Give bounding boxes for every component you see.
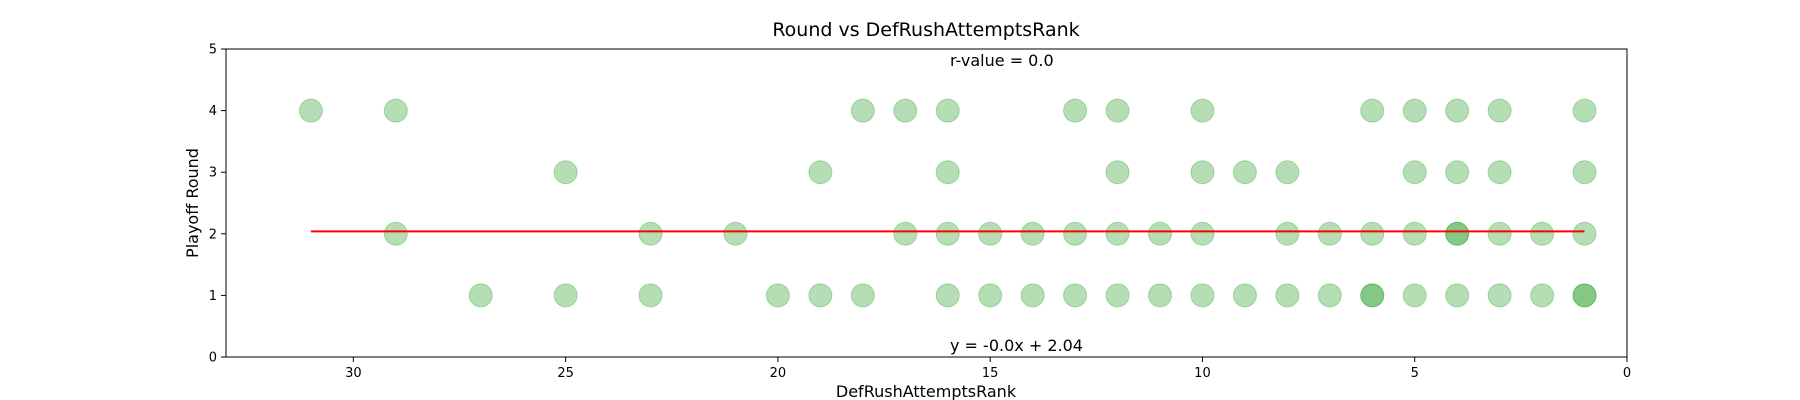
scatter-point: [1572, 160, 1597, 185]
chart-title: Round vs DefRushAttemptsRank: [772, 19, 1079, 41]
scatter-point: [1360, 283, 1385, 308]
scatter-point: [1530, 283, 1555, 308]
scatter-point: [1572, 98, 1597, 123]
scatter-point: [1360, 98, 1385, 123]
r-value-label: r-value = 0.0: [950, 51, 1054, 70]
scatter-point: [1402, 221, 1427, 246]
regression-equation-label: y = -0.0x + 2.04: [950, 336, 1083, 355]
scatter-point: [1020, 221, 1045, 246]
scatter-point: [1063, 98, 1088, 123]
scatter-point: [1105, 283, 1130, 308]
scatter-point: [935, 160, 960, 185]
scatter-point: [1232, 283, 1257, 308]
x-tick-label: 25: [557, 366, 574, 381]
scatter-point: [808, 160, 833, 185]
scatter-point: [1275, 160, 1300, 185]
scatter-point: [765, 283, 790, 308]
scatter-point: [1190, 98, 1215, 123]
scatter-point: [1105, 98, 1130, 123]
scatter-point: [553, 160, 578, 185]
scatter-point: [1445, 221, 1470, 246]
scatter-point: [1232, 160, 1257, 185]
scatter-point: [1445, 221, 1470, 246]
x-tick-label: 0: [1623, 366, 1631, 381]
scatter-point: [1445, 160, 1470, 185]
x-tick-label: 15: [982, 366, 999, 381]
scatter-point: [1105, 221, 1130, 246]
scatter-point: [1063, 221, 1088, 246]
x-tick-label: 30: [345, 366, 362, 381]
plot-frame: [225, 48, 1628, 358]
points-layer: [298, 98, 1597, 308]
scatter-point: [1445, 283, 1470, 308]
x-tick-label: 5: [1411, 366, 1419, 381]
y-tick-label: 3: [209, 166, 217, 181]
scatter-point: [1487, 221, 1512, 246]
scatter-point: [723, 221, 748, 246]
scatter-point: [1572, 283, 1597, 308]
scatter-point: [1190, 283, 1215, 308]
scatter-point: [1190, 160, 1215, 185]
axes-layer: 30 25 20 15 10 5 0 0 1 2 3 4 5: [209, 43, 1631, 382]
scatter-point: [850, 98, 875, 123]
scatter-point: [1402, 283, 1427, 308]
scatter-point: [1530, 221, 1555, 246]
x-tick-label: 10: [1194, 366, 1211, 381]
scatter-point: [553, 283, 578, 308]
scatter-point: [1445, 98, 1470, 123]
scatter-point: [1317, 221, 1342, 246]
scatter-point: [1487, 160, 1512, 185]
scatter-point: [1063, 283, 1088, 308]
scatter-point: [383, 221, 408, 246]
scatter-point: [935, 221, 960, 246]
scatter-point: [893, 98, 918, 123]
y-axis-label: Playoff Round: [183, 148, 202, 258]
x-axis-label: DefRushAttemptsRank: [836, 382, 1017, 400]
scatter-point: [1402, 160, 1427, 185]
scatter-point: [1105, 160, 1130, 185]
y-tick-label: 5: [209, 43, 217, 58]
scatter-point: [978, 221, 1003, 246]
scatter-point: [1360, 221, 1385, 246]
x-tick-label: 20: [770, 366, 787, 381]
scatter-point: [808, 283, 833, 308]
scatter-point: [638, 283, 663, 308]
scatter-point: [893, 221, 918, 246]
scatter-point: [1148, 283, 1172, 308]
scatter-point: [468, 283, 493, 308]
y-tick-label: 1: [209, 289, 217, 304]
scatter-point: [1275, 283, 1300, 308]
scatter-point: [978, 283, 1003, 308]
y-tick-label: 2: [209, 227, 217, 242]
y-tick-label: 0: [209, 351, 217, 366]
scatter-point: [1148, 221, 1172, 246]
scatter-point: [298, 98, 323, 123]
y-tick-label: 4: [209, 104, 217, 119]
scatter-point: [638, 221, 663, 246]
scatter-point: [935, 98, 960, 123]
scatter-point: [1487, 98, 1512, 123]
scatter-point: [1317, 283, 1342, 308]
scatter-point: [1402, 98, 1427, 123]
scatter-point: [1572, 283, 1597, 308]
scatter-point: [1275, 221, 1300, 246]
scatter-point: [850, 283, 875, 308]
scatter-point: [383, 98, 408, 123]
scatter-point: [935, 283, 960, 308]
scatter-point: [1190, 221, 1215, 246]
scatter-point: [1572, 221, 1597, 246]
scatter-point: [1487, 283, 1512, 308]
scatter-point: [1360, 283, 1385, 308]
scatter-point: [1020, 283, 1045, 308]
